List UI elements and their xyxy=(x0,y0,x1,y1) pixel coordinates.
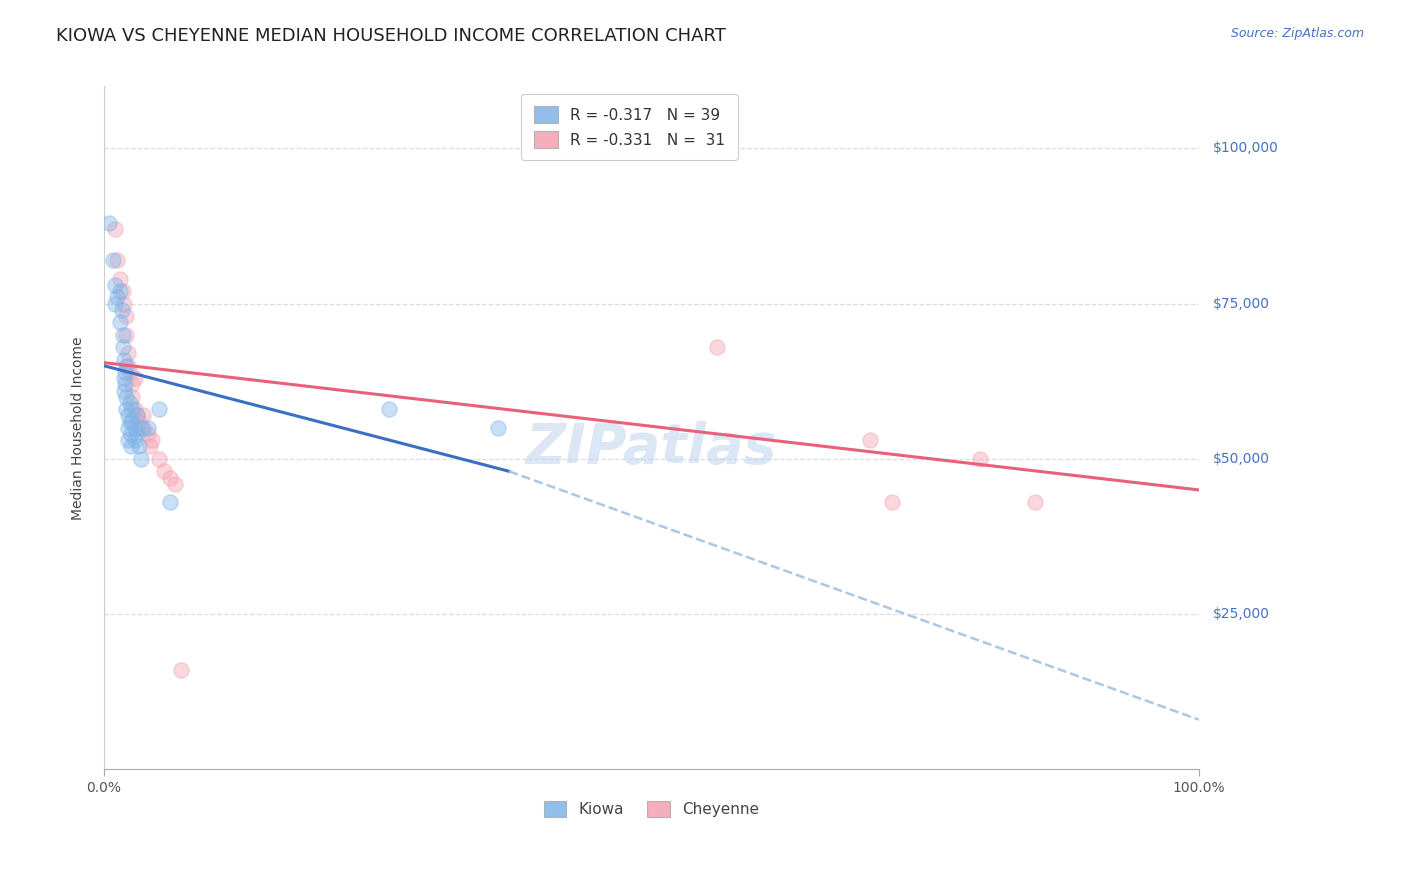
Point xyxy=(969,451,991,466)
Text: ZIPatlas: ZIPatlas xyxy=(526,421,778,475)
Point xyxy=(117,434,139,448)
Text: $100,000: $100,000 xyxy=(1212,142,1278,155)
Point xyxy=(124,371,146,385)
Point xyxy=(101,253,124,268)
Point xyxy=(136,427,159,442)
Point xyxy=(111,285,134,299)
Point xyxy=(859,434,882,448)
Point xyxy=(115,327,138,342)
Point xyxy=(124,421,146,435)
Point xyxy=(128,440,150,454)
Point xyxy=(121,402,143,417)
Point xyxy=(120,440,142,454)
Point xyxy=(114,365,136,379)
Text: $75,000: $75,000 xyxy=(1212,297,1270,310)
Point xyxy=(112,384,135,398)
Point xyxy=(114,377,136,392)
Point xyxy=(141,434,163,448)
Y-axis label: Median Household Income: Median Household Income xyxy=(72,336,86,519)
Point xyxy=(110,315,132,329)
Point xyxy=(105,290,128,304)
Point xyxy=(112,371,135,385)
Point xyxy=(153,464,176,478)
Text: Source: ZipAtlas.com: Source: ZipAtlas.com xyxy=(1230,27,1364,40)
Legend: Kiowa, Cheyenne: Kiowa, Cheyenne xyxy=(537,795,765,823)
Point xyxy=(115,359,138,373)
Point xyxy=(111,340,134,354)
Point xyxy=(112,296,135,310)
Point xyxy=(115,390,138,404)
Point xyxy=(120,427,142,442)
Point xyxy=(377,402,399,417)
Point xyxy=(128,415,150,429)
Text: $25,000: $25,000 xyxy=(1212,607,1270,621)
Point xyxy=(125,427,148,442)
Point xyxy=(132,409,155,423)
Point xyxy=(159,495,181,509)
Point xyxy=(117,409,139,423)
Point xyxy=(104,296,127,310)
Point xyxy=(111,327,134,342)
Point xyxy=(121,415,143,429)
Point xyxy=(110,302,132,317)
Point xyxy=(112,352,135,367)
Point xyxy=(169,663,191,677)
Point xyxy=(129,451,152,466)
Text: $50,000: $50,000 xyxy=(1212,452,1270,466)
Point xyxy=(115,402,138,417)
Point xyxy=(124,434,146,448)
Point xyxy=(117,359,139,373)
Point xyxy=(139,440,162,454)
Point xyxy=(124,402,146,417)
Point xyxy=(98,216,121,230)
Point xyxy=(136,421,159,435)
Point xyxy=(105,253,128,268)
Point xyxy=(121,390,143,404)
Point xyxy=(120,365,142,379)
Point xyxy=(110,272,132,286)
Point xyxy=(159,470,181,484)
Point xyxy=(148,451,170,466)
Point xyxy=(165,476,187,491)
Point xyxy=(104,278,127,293)
Point xyxy=(125,409,148,423)
Point xyxy=(129,421,152,435)
Point xyxy=(120,396,142,410)
Point xyxy=(110,285,132,299)
Point xyxy=(120,415,142,429)
Point xyxy=(1024,495,1046,509)
Point xyxy=(882,495,904,509)
Point xyxy=(117,421,139,435)
Text: KIOWA VS CHEYENNE MEDIAN HOUSEHOLD INCOME CORRELATION CHART: KIOWA VS CHEYENNE MEDIAN HOUSEHOLD INCOM… xyxy=(56,27,725,45)
Point xyxy=(148,402,170,417)
Point xyxy=(115,309,138,323)
Point xyxy=(125,409,148,423)
Point xyxy=(486,421,509,435)
Point xyxy=(104,222,127,236)
Point xyxy=(132,421,155,435)
Point xyxy=(706,340,728,354)
Point xyxy=(117,346,139,360)
Point xyxy=(121,377,143,392)
